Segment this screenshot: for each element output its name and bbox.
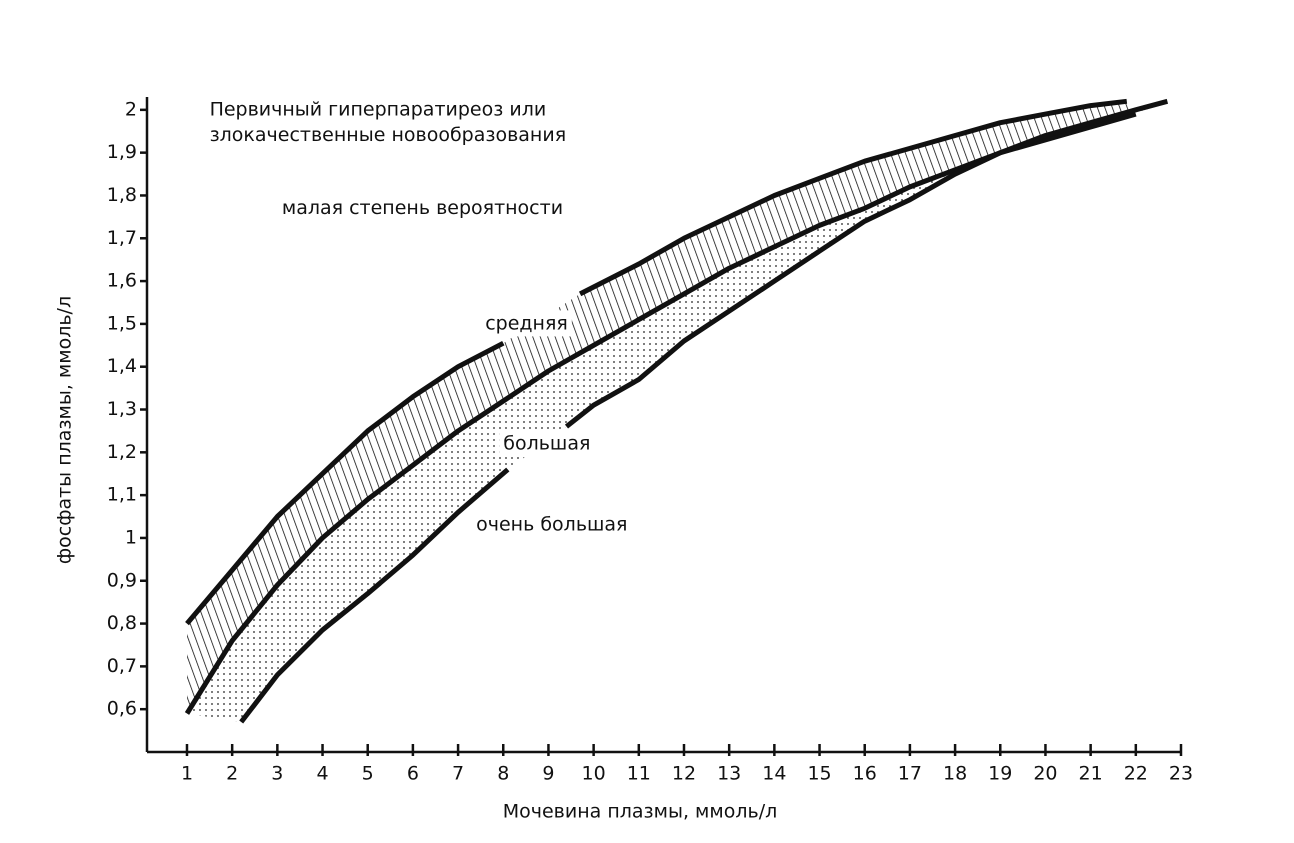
- y-tick-label: 1,8: [107, 184, 137, 206]
- y-tick-label: 1,7: [107, 227, 137, 249]
- annotation: очень большая: [476, 514, 627, 536]
- x-tick-label: 13: [717, 763, 741, 785]
- annotation: злокачественные новообразования: [210, 124, 567, 146]
- x-tick-label: 22: [1124, 763, 1148, 785]
- y-tick-label: 1,1: [107, 484, 137, 506]
- y-tick-label: 0,6: [107, 698, 137, 720]
- y-tick-label: 1,2: [107, 441, 137, 463]
- y-tick-label: 1,5: [107, 312, 137, 334]
- y-tick-label: 0,7: [107, 655, 137, 677]
- x-tick-label: 17: [898, 763, 922, 785]
- annotation-bg: [205, 96, 551, 123]
- y-tick-label: 1,6: [107, 270, 137, 292]
- annotation-bg: [277, 194, 568, 221]
- y-tick-label: 2: [125, 98, 137, 120]
- x-tick-label: 9: [542, 763, 554, 785]
- x-tick-label: 2: [226, 763, 238, 785]
- x-axis-label: Мочевина плазмы, ммоль/л: [503, 801, 778, 823]
- y-tick-label: 1,4: [107, 355, 137, 377]
- y-tick-label: 0,9: [107, 569, 137, 591]
- y-tick-label: 1,9: [107, 141, 137, 163]
- x-tick-label: 3: [271, 763, 283, 785]
- x-tick-label: 20: [1033, 763, 1057, 785]
- x-tick-label: 8: [497, 763, 509, 785]
- x-tick-label: 7: [452, 763, 464, 785]
- annotation: средняя: [485, 312, 568, 334]
- x-tick-label: 18: [943, 763, 967, 785]
- x-tick-label: 1: [181, 763, 193, 785]
- y-tick-label: 1: [125, 526, 137, 548]
- y-axis-label: фосфаты плазмы, ммоль/л: [54, 296, 76, 564]
- annotation: Первичный гиперпаратиреоз или: [210, 98, 547, 120]
- x-tick-label: 11: [627, 763, 651, 785]
- annotation-bg: [481, 310, 572, 337]
- x-tick-label: 14: [762, 763, 786, 785]
- curve: [239, 98, 1169, 724]
- x-tick-label: 4: [316, 763, 328, 785]
- annotation-bg: [499, 430, 595, 457]
- x-tick-label: 23: [1169, 763, 1193, 785]
- x-tick-label: 21: [1079, 763, 1103, 785]
- x-tick-label: 5: [362, 763, 374, 785]
- curve: [185, 98, 1128, 626]
- x-tick-label: 19: [988, 763, 1012, 785]
- x-tick-label: 16: [853, 763, 877, 785]
- x-tick-label: 12: [672, 763, 696, 785]
- band: [187, 101, 1168, 723]
- annotation-bg: [205, 122, 571, 149]
- x-tick-label: 6: [407, 763, 419, 785]
- annotation: большая: [503, 432, 590, 454]
- x-tick-label: 10: [582, 763, 606, 785]
- y-tick-label: 1,3: [107, 398, 137, 420]
- annotation-bg: [472, 511, 632, 538]
- annotation: малая степень вероятности: [282, 197, 563, 219]
- y-tick-label: 0,8: [107, 612, 137, 634]
- x-tick-label: 15: [807, 763, 831, 785]
